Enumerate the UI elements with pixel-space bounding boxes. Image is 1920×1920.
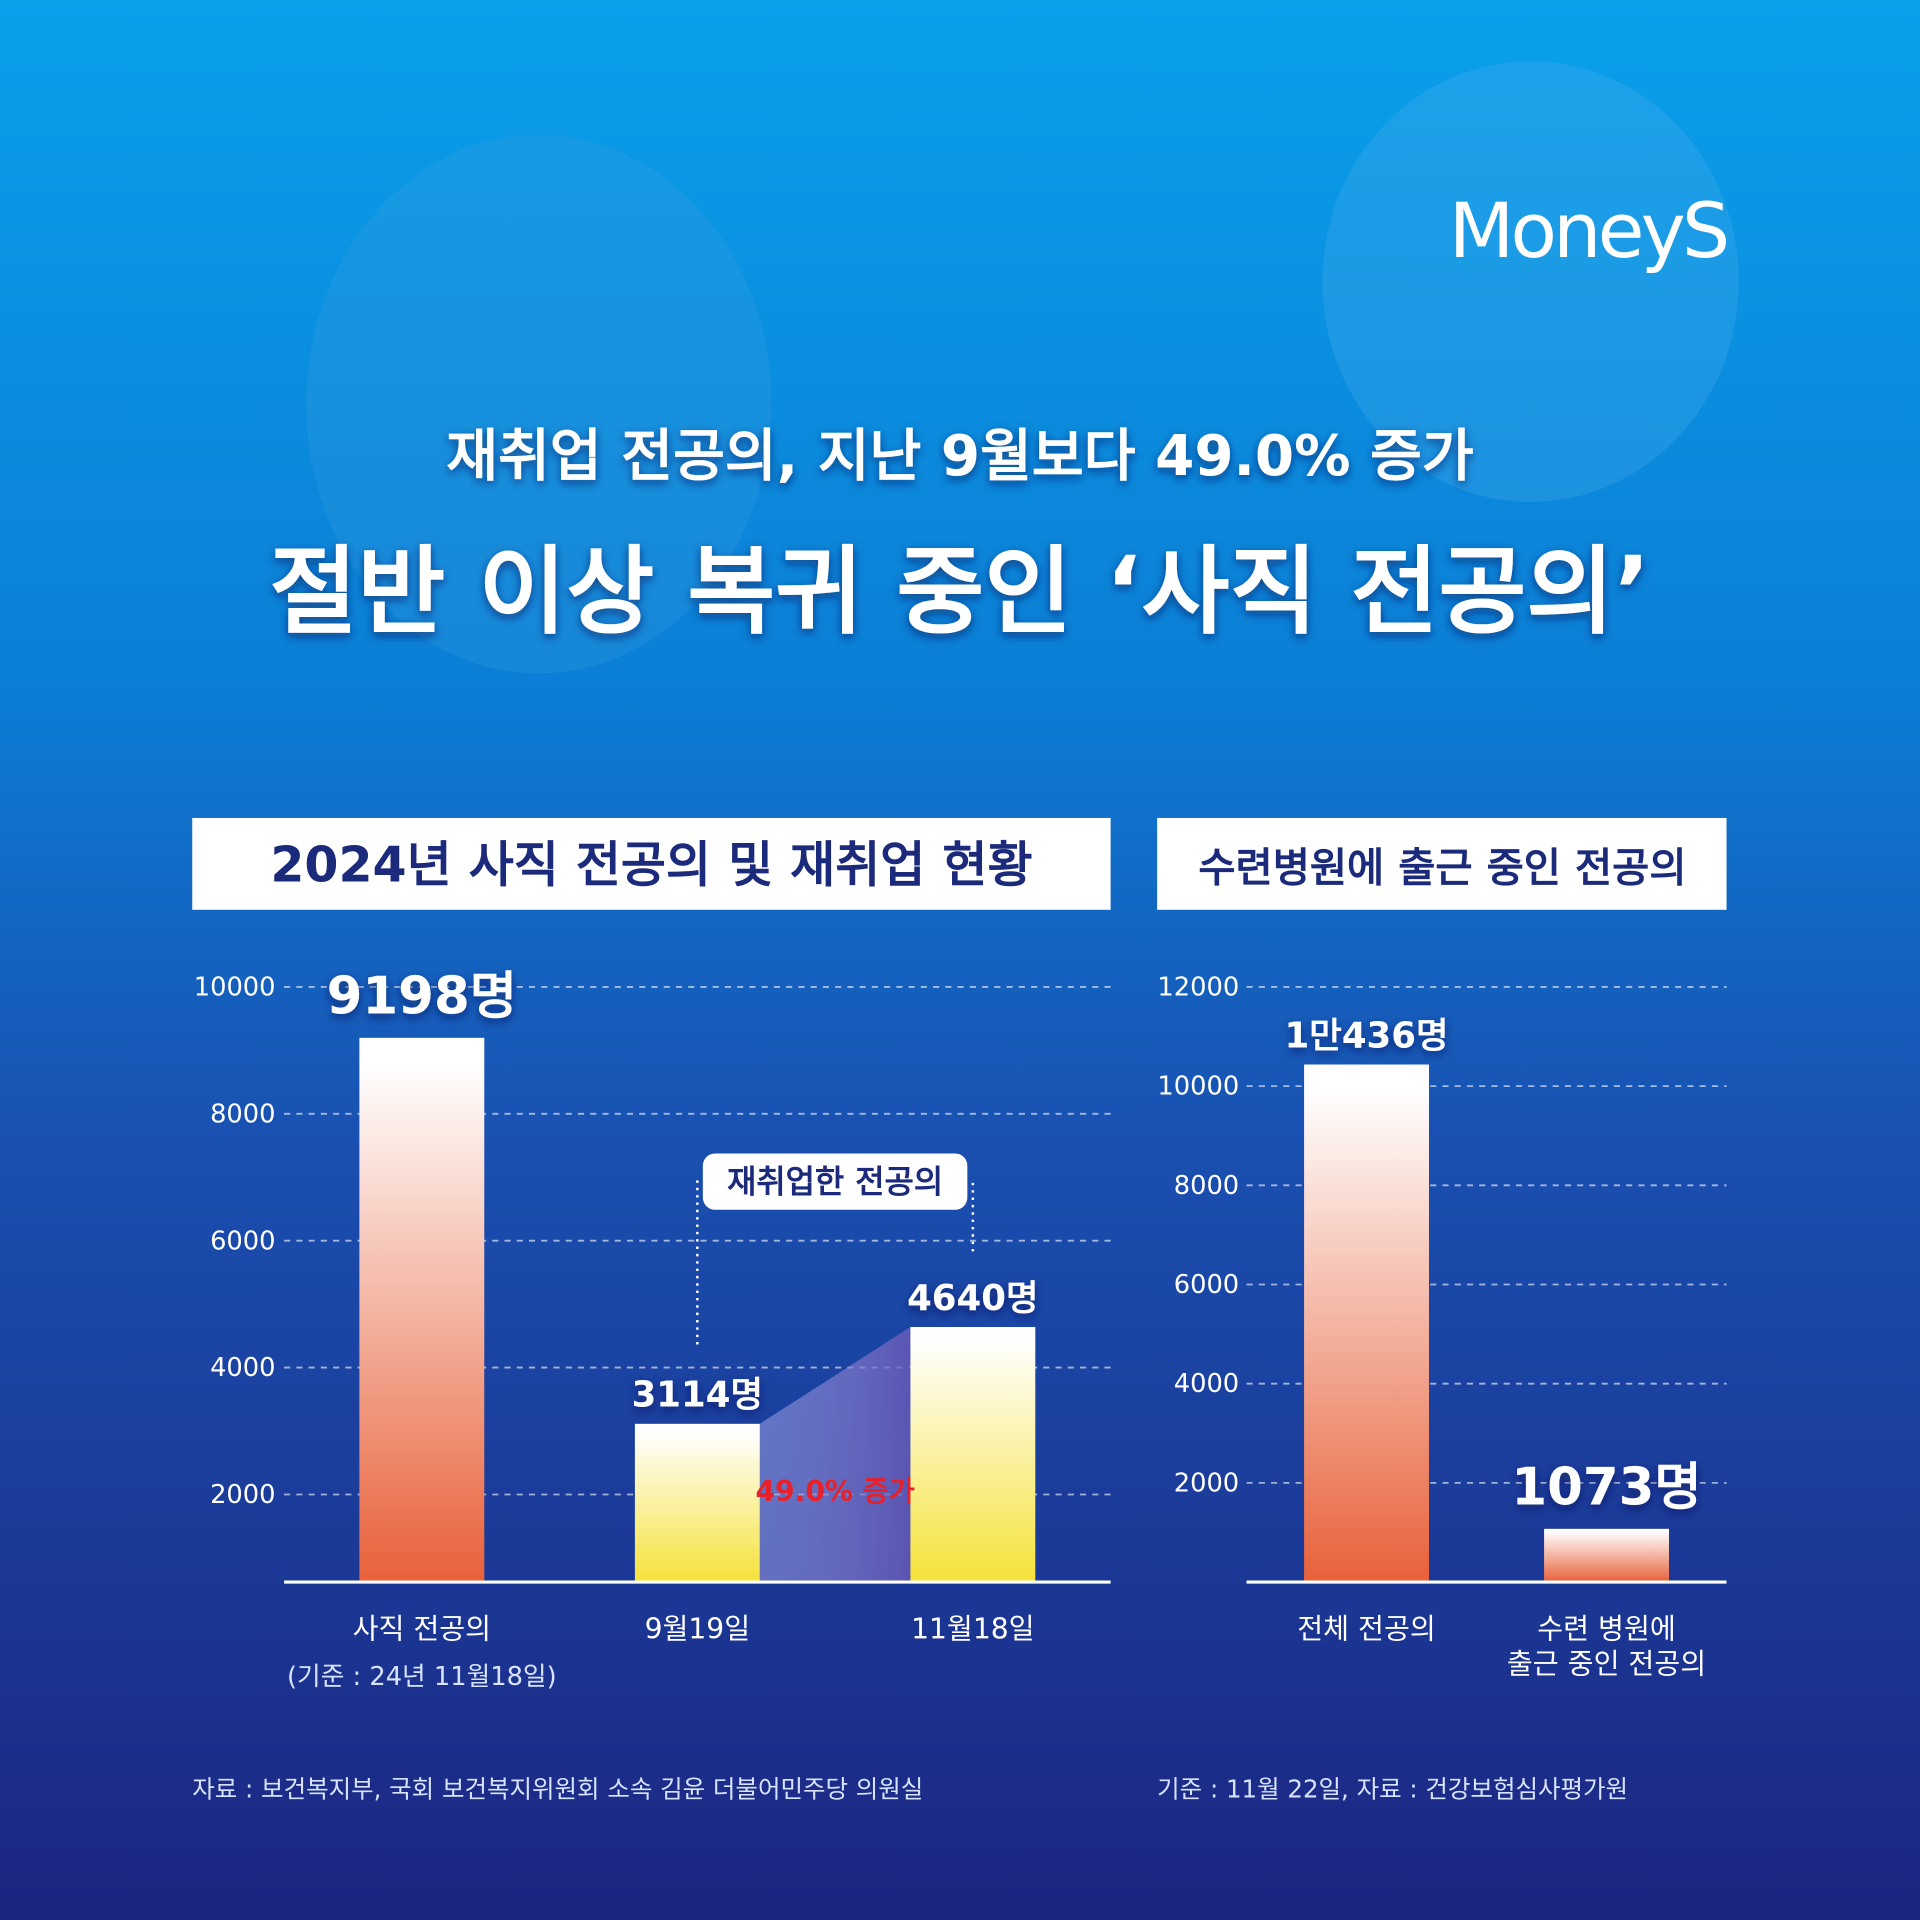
y-tick-label: 8000	[1174, 1171, 1239, 1201]
value-label: 3114명	[632, 1375, 763, 1416]
y-tick-label: 10000	[1157, 1072, 1239, 1102]
source-note: 기준 : 11월 22일, 자료 : 건강보험심사평가원	[1157, 1775, 1628, 1804]
x-tick-label: 사직 전공의	[353, 1612, 491, 1645]
background-figure	[306, 134, 772, 674]
value-label: 1만436명	[1284, 1015, 1448, 1056]
y-tick-label: 8000	[210, 1099, 275, 1129]
y-tick-label: 2000	[210, 1480, 275, 1510]
y-tick-label: 10000	[194, 973, 276, 1003]
y-tick-label: 2000	[1174, 1468, 1239, 1498]
annotation-box	[702, 1153, 968, 1210]
value-label: 9198명	[327, 966, 517, 1026]
y-tick-label: 6000	[210, 1226, 275, 1256]
category-note: (기준 : 24년 11월18일)	[287, 1662, 557, 1692]
subtitle: 재취업 전공의, 지난 9월보다 49.0% 증가	[446, 424, 1473, 489]
y-tick-label: 4000	[1174, 1369, 1239, 1399]
bar	[634, 1423, 760, 1583]
chart-title-box	[1157, 817, 1727, 910]
y-tick-label: 12000	[1157, 973, 1239, 1003]
x-tick-label: 수련 병원에 출근 중인 전공의	[1507, 1612, 1706, 1680]
x-tick-label: 9월19일	[645, 1612, 751, 1645]
change-connector	[759, 1326, 911, 1583]
annotation-leader	[969, 1180, 975, 1252]
chart-title-box	[192, 817, 1111, 910]
bar	[1304, 1064, 1429, 1583]
background-figure	[1322, 61, 1739, 503]
annotation-leader	[696, 1180, 701, 1345]
source-note: 자료 : 보건복지부, 국회 보건복지위원회 소속 김윤 더불어민주당 의원실	[192, 1775, 923, 1804]
brand-logo: MoneyS	[1449, 187, 1727, 275]
bar	[910, 1326, 1036, 1583]
x-tick-label: 전체 전공의	[1297, 1612, 1435, 1645]
y-tick-label: 6000	[1174, 1270, 1239, 1300]
annotation: 49.0% 증가	[755, 1475, 914, 1508]
y-tick-label: 4000	[210, 1353, 275, 1383]
chart-title: 수련병원에 출근 중인 전공의	[1198, 844, 1686, 892]
bar	[359, 1037, 485, 1583]
value-label: 1073명	[1511, 1457, 1701, 1517]
bar	[1544, 1528, 1669, 1583]
x-tick-label: 11월18일	[911, 1612, 1034, 1645]
value-label: 4640명	[907, 1278, 1038, 1319]
annotation: 재취업한 전공의	[727, 1163, 943, 1201]
main-title: 절반 이상 복귀 중인 ‘사직 전공의’	[270, 535, 1651, 647]
chart-title: 2024년 사직 전공의 및 재취업 현황	[270, 837, 1032, 894]
